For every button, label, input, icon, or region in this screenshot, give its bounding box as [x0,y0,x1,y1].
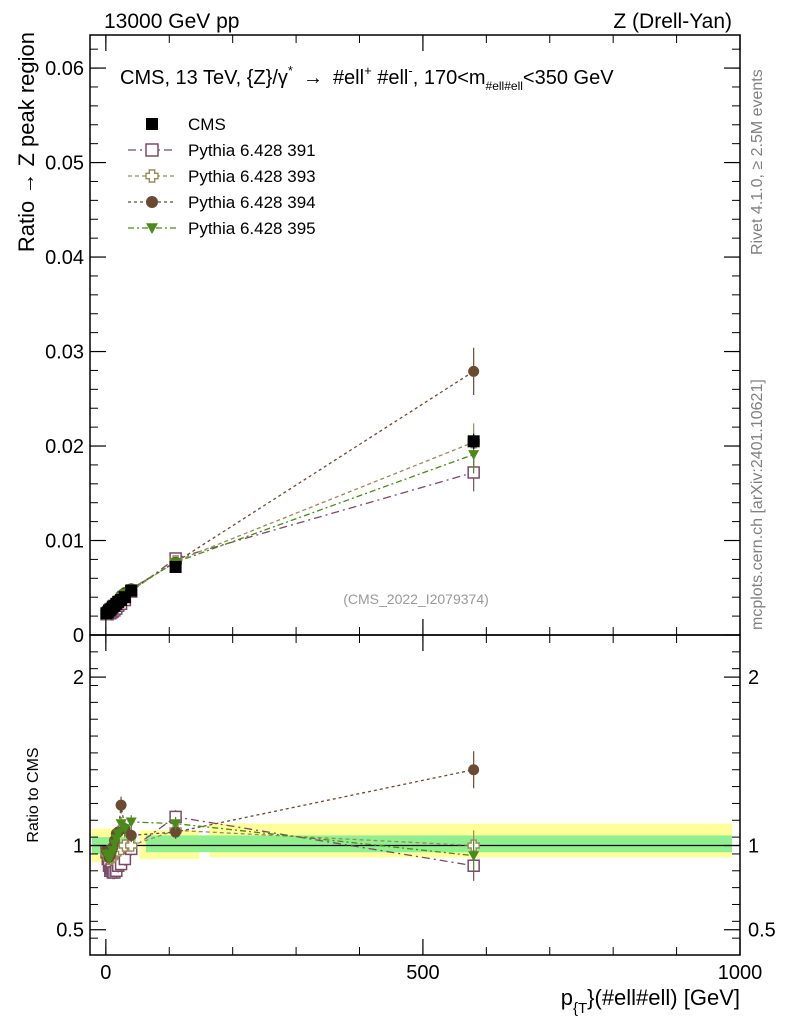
ratio-data-point [112,829,124,840]
ratio-data-point [125,817,137,828]
main-y-tick-label: 0.03 [45,342,84,364]
x-label-sub: {T [573,1000,587,1017]
main-data-point [169,560,182,573]
mcplots-label: mcplots.cern.ch [arXiv:2401.10621] [749,379,766,630]
ratio-data-point [468,764,480,776]
title-minus: - [408,63,412,78]
ratio-data-point [170,826,182,838]
ratio-y-tick-label: 1 [73,836,84,858]
legend: CMS Pythia 6.428 391 Pythia 6.428 393 Pythi… [128,115,316,238]
main-data-point [468,450,480,461]
legend-label: Pythia 6.428 393 [188,167,316,186]
main-data-point [467,435,480,448]
x-tick-label: 1000 [718,962,763,984]
legend-marker [146,196,158,208]
title-arrow: → [303,67,323,89]
ratio-data-point [125,839,138,852]
ratio-y-tick-label: 0.5 [56,920,84,942]
legend-marker [145,169,159,183]
x-tick-label: 500 [406,962,439,984]
main-series-line [106,441,474,615]
main-y-tick-label: 0.06 [45,58,84,80]
main-panel: 0 0.01 0.02 0.03 0.04 0.05 0.06 Ratio → Z peak… [14,32,741,647]
legend-entry-4: Pythia 6.428 395 [128,219,316,238]
legend-entry-2: Pythia 6.428 393 [128,167,316,186]
rivet-version-label: Rivet 4.1.0, ≥ 2.5M events [749,69,766,255]
legend-marker [145,143,159,157]
x-tick-label: 0 [100,962,111,984]
x-axis-label: p{T}(#ell#ell) [GeV] [561,985,740,1017]
ratio-data-point [119,824,131,835]
plot-title: CMS, 13 TeV, {Z}/γ* → #ell+ #ell-, 170<m#e… [120,63,614,93]
legend-entry-3: Pythia 6.428 394 [128,193,316,212]
legend-marker [146,223,158,234]
ratio-y-tick-label-right: 0.5 [748,920,776,942]
title-ell2: #ell [372,67,409,89]
ratio-data-point [115,819,127,830]
ratio-y-tick-label-right: 1 [748,836,759,858]
header-analysis-label: Z (Drell-Yan) [613,10,732,33]
legend-entry-1: Pythia 6.428 391 [128,141,316,160]
main-y-tick-label: 0.02 [45,436,84,458]
legend-label: Pythia 6.428 394 [188,193,316,212]
main-y-tick-label: 0 [73,625,84,647]
legend-label: CMS [188,115,226,134]
main-y-tick-label: 0.01 [45,531,84,553]
ratio-series-3 [100,815,480,871]
main-y-tick-label: 0.04 [45,247,84,269]
main-series-line [106,370,475,615]
legend-label: Pythia 6.428 391 [188,141,316,160]
main-series-3 [100,347,480,620]
header-process-label: 13000 GeV pp [104,10,239,33]
ratio-data-point [468,851,480,862]
ratio-y-tick-label: 2 [73,667,84,689]
legend-label: Pythia 6.428 395 [188,219,316,238]
main-y-axis-label: Ratio → Z peak region [14,32,39,252]
ratio-panel: 0.5 0.5 1 1 2 2 0 500 1000 Ratio to CMS [25,634,776,984]
title-star: * [288,63,293,78]
ratio-data-point [170,819,182,830]
title-sub: #ell#ell [486,79,523,93]
title-tail: <350 GeV [523,67,614,89]
legend-entry-0: CMS [146,115,226,134]
watermark: (CMS_2022_I2079374) [343,591,489,607]
main-data-point [468,365,480,377]
ratio-data-point [125,829,137,841]
x-label-rest: }(#ell#ell) [GeV] [587,985,740,1010]
main-data-point [125,584,138,597]
title-prefix: CMS, 13 TeV, {Z}/γ [120,67,288,89]
x-label-p: p [561,985,573,1010]
main-series-0 [100,433,480,620]
ratio-y-tick-label-right: 2 [748,667,759,689]
legend-marker [146,118,158,130]
main-y-tick-label: 0.05 [45,153,84,175]
ratio-data-point [107,846,119,857]
title-plus: + [364,63,372,78]
title-range: , 170<m [413,67,486,89]
ratio-data-point [115,799,127,811]
ratio-y-axis-label: Ratio to CMS [25,747,42,842]
title-ell1: #ell [333,67,364,89]
ratio-frame [89,634,741,956]
ratio-data-point [118,852,132,866]
